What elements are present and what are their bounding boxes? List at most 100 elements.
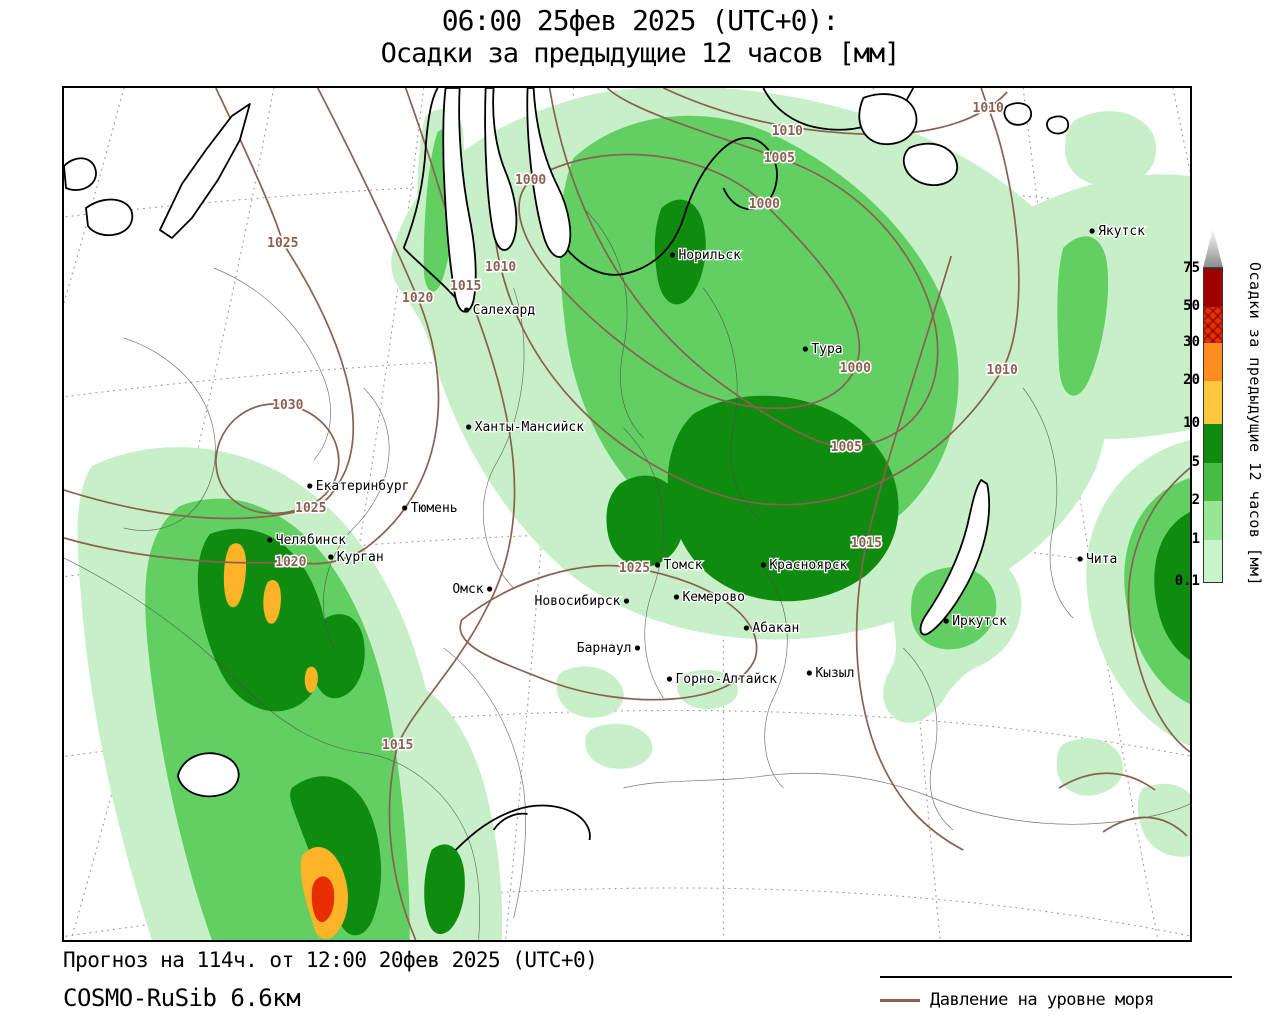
isobar-label: 1015 [851,536,882,551]
isobar-label: 1025 [619,561,650,576]
city-dot [673,594,680,600]
map-frame: Норильск Якутск Салехард Тура Ханты-Мансийск… [62,86,1192,942]
isobar-label: 1010 [485,260,516,275]
city-label: Челябинск [276,533,347,548]
city-dot [743,625,749,631]
pressure-line-sample [880,998,920,1002]
city-label: Курган [337,550,384,565]
city-label: Томск [663,558,702,573]
colorbar-tick-label: 2 [1191,492,1200,508]
colorbar-tick-label: 5 [1191,454,1200,470]
city-dot [267,537,273,543]
city-marker: Барнаул [576,640,641,657]
city-marker: Екатеринбург [307,478,411,495]
city-dot [328,554,334,560]
isobar-label: 1025 [295,501,326,516]
city-dot [669,252,676,258]
isobar-label: 1030 [272,398,303,413]
city-dot [307,483,313,489]
precip-red [311,876,335,923]
city-dot [806,670,812,676]
colorbar-segment [1204,343,1222,381]
city-label: Екатеринбург [316,479,410,494]
city-marker: Тура [802,341,844,358]
colorbar-segment [1204,463,1222,501]
colorbar-segment [1204,381,1222,424]
city-marker: Кемерово [673,589,746,606]
isobar-label: 1005 [764,151,795,166]
city-marker: Кызыл [806,665,856,682]
colorbar-tick-label: 0.1 [1174,573,1200,589]
city-label: Новосибирск [535,594,621,609]
isobar-label: 1020 [275,555,306,570]
city-dot [466,424,472,430]
colorbar-tick-label: 30 [1183,334,1200,350]
coastlines [64,88,1070,851]
colorbar-title: Осадки за предыдущие 12 часов [мм] [1246,262,1264,587]
city-label: Омск [452,582,483,597]
city-dot [623,598,630,604]
isobar-label: 1015 [450,279,481,294]
colorbar-segment [1204,501,1222,540]
city-label: Абакан [752,621,799,636]
map-title: 06:00 25фев 2025 (UTC+0): Осадки за пред… [0,4,1280,70]
city-label: Чита [1086,552,1117,567]
city-dot [464,307,470,313]
isobar-label: 1005 [831,440,862,455]
city-label: Кемерово [682,590,745,605]
isobar-label: 1010 [987,363,1018,378]
precip-colorbar: 75 50 30 20 10 5 2 1 0.1 [1150,228,1230,589]
colorbar-tick-label: 75 [1183,260,1200,276]
city-marker: Челябинск [267,532,348,549]
pressure-legend: Давление на уровне моря [880,976,1232,1010]
city-dot [802,346,808,352]
colorbar-tick-label: 50 [1183,298,1200,314]
colorbar-tick-label: 20 [1183,372,1200,388]
city-marker: Ханты-Мансийск [466,419,585,436]
city-dot [943,618,949,624]
isobar-lines [64,88,1190,940]
isobar-label: 1015 [382,738,413,753]
city-label: Якутск [1098,224,1145,239]
city-marker: Якутск [1089,223,1146,240]
city-marker: Тюмень [402,500,459,517]
title-variable: Осадки за предыдущие 12 часов [мм] [380,37,901,69]
city-marker: Новосибирск [533,593,630,610]
city-marker: Омск [451,581,493,598]
city-label: Барнаул [577,641,632,656]
city-marker: Иркутск [943,613,1008,630]
isobar-label: 1000 [749,197,780,212]
colorbar-overflow-arrow [1203,228,1223,268]
colorbar-tick-label: 10 [1183,415,1200,431]
city-dot [1077,556,1083,562]
city-dot [1089,228,1095,234]
city-dot [666,676,673,682]
city-label: Горно-Алтайск [675,672,777,687]
city-dot [654,562,661,568]
colorbar-tick-label: 1 [1191,531,1200,547]
city-label: Кызыл [815,666,854,681]
model-caption: COSMO-RuSib 6.6км [63,984,301,1012]
title-datetime: 06:00 25фев 2025 (UTC+0): [441,4,839,37]
city-label: Тюмень [411,501,458,516]
weather-map: Норильск Якутск Салехард Тура Ханты-Мансийск… [64,88,1190,940]
city-marker: Красноярск [760,557,849,574]
city-marker: Чита [1077,551,1119,568]
city-marker: Горно-Алтайск [666,671,778,688]
isobar-label: 1010 [973,101,1004,116]
colorbar-segment [1204,540,1222,582]
city-marker: Абакан [743,620,801,637]
isobar-label: 1020 [402,291,433,306]
colorbar-segment [1204,424,1222,463]
isobar-label: 1000 [515,173,546,188]
city-dot [487,586,493,592]
city-dot [760,562,766,568]
city-label: Иркутск [952,614,1007,629]
city-label: Красноярск [769,558,847,573]
forecast-caption: Прогноз на 114ч. от 12:00 20фев 2025 (UT… [63,948,598,972]
colorbar-segment [1204,269,1222,307]
city-marker: Курган [328,549,385,566]
city-label: Салехард [473,303,536,318]
city-label: Ханты-Мансийск [475,420,585,435]
isobar-label: 1010 [772,124,803,139]
